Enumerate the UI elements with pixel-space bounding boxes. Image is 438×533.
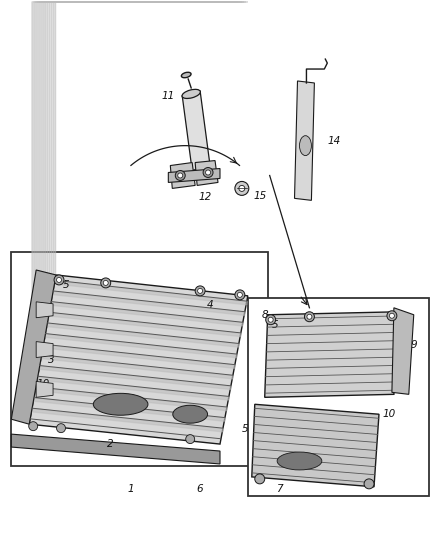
Circle shape (198, 288, 203, 293)
Text: 9: 9 (410, 340, 417, 350)
Circle shape (57, 424, 65, 433)
Polygon shape (29, 275, 248, 444)
Polygon shape (294, 81, 314, 200)
Ellipse shape (300, 136, 311, 156)
Polygon shape (170, 163, 195, 188)
Polygon shape (11, 270, 56, 424)
Polygon shape (36, 382, 53, 397)
Bar (11, 252, 268, 466)
Polygon shape (36, 302, 53, 318)
Text: 15: 15 (253, 191, 266, 201)
Text: 2: 2 (107, 439, 114, 449)
Circle shape (101, 278, 111, 288)
Text: 11: 11 (162, 91, 175, 101)
Text: 3: 3 (48, 354, 54, 365)
Circle shape (203, 167, 213, 177)
Polygon shape (265, 312, 399, 397)
Text: 6: 6 (197, 484, 203, 494)
Polygon shape (11, 434, 220, 464)
Circle shape (186, 434, 194, 443)
Circle shape (237, 293, 242, 297)
Circle shape (178, 173, 183, 178)
Circle shape (235, 181, 249, 196)
Bar (248, 298, 429, 496)
Polygon shape (195, 160, 218, 185)
Text: 10: 10 (36, 379, 50, 390)
Ellipse shape (93, 393, 148, 415)
Circle shape (307, 314, 312, 319)
Circle shape (268, 317, 273, 322)
Text: 5: 5 (63, 280, 69, 290)
Circle shape (364, 479, 374, 489)
Text: 1: 1 (127, 484, 134, 494)
Circle shape (304, 312, 314, 322)
Circle shape (103, 280, 108, 285)
Circle shape (57, 278, 61, 282)
Circle shape (29, 422, 38, 431)
Circle shape (389, 313, 394, 318)
Text: 7: 7 (276, 484, 283, 494)
Polygon shape (392, 308, 414, 394)
Polygon shape (36, 342, 53, 358)
Circle shape (195, 286, 205, 296)
Circle shape (54, 275, 64, 285)
Circle shape (387, 311, 397, 321)
Circle shape (235, 290, 245, 300)
Text: 8: 8 (261, 310, 268, 320)
Text: 4: 4 (207, 300, 213, 310)
Text: 10: 10 (382, 409, 396, 419)
Text: 14: 14 (328, 136, 341, 146)
Circle shape (266, 315, 276, 325)
Circle shape (205, 170, 211, 175)
Ellipse shape (182, 90, 200, 99)
Ellipse shape (277, 452, 322, 470)
Ellipse shape (173, 405, 208, 423)
Circle shape (175, 171, 185, 181)
Circle shape (239, 185, 245, 191)
Polygon shape (182, 91, 210, 171)
Ellipse shape (181, 72, 191, 78)
Text: 12: 12 (198, 192, 212, 203)
Polygon shape (168, 168, 220, 182)
Circle shape (255, 474, 265, 484)
Polygon shape (252, 404, 379, 487)
Text: 5: 5 (271, 320, 278, 330)
Text: 5: 5 (241, 424, 248, 434)
